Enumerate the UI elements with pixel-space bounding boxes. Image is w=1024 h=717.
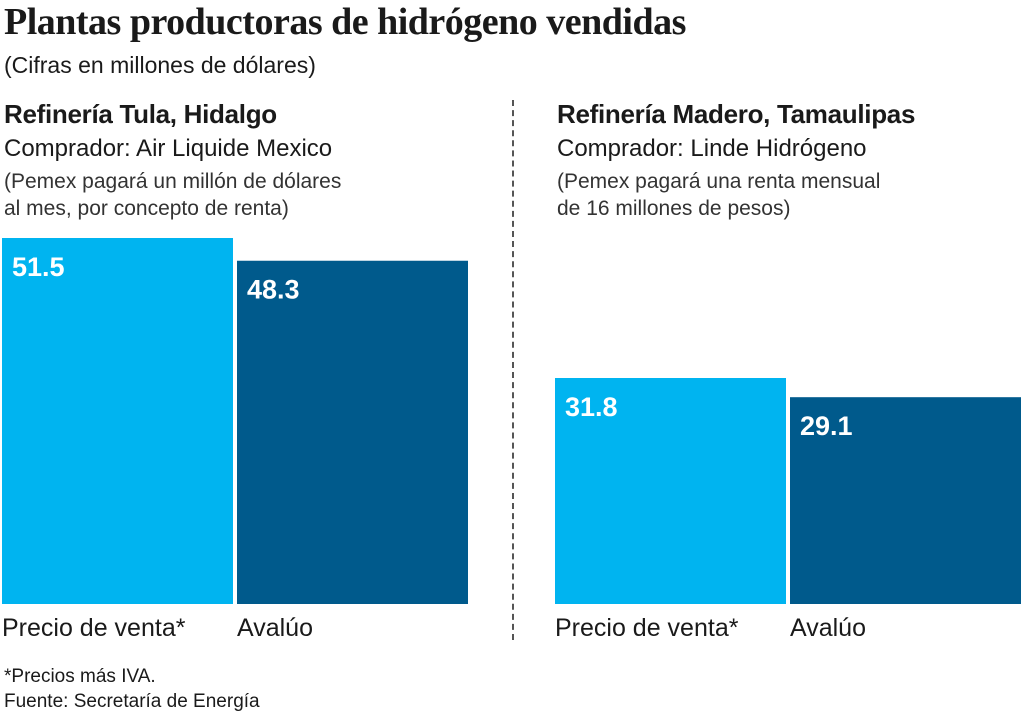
bar-2-2 [790,397,1021,604]
footnote-vat: *Precios más IVA. [4,666,156,687]
category-label-1-2: Avalúo [237,614,313,642]
panel-note-tula-line-1: (Pemex pagará un millón de dólares [4,170,342,193]
panel-note-tula: (Pemex pagará un millón de dólares al me… [4,168,341,222]
category-label-2-2: Avalúo [790,614,866,642]
bar-1-2 [237,260,468,604]
bar-1-1 [2,238,233,604]
footnote: *Precios más IVA. Fuente: Secretaría de … [4,664,260,714]
chart-title: Plantas productoras de hidrógeno vendida… [4,1,686,43]
panel-buyer-tula: Comprador: Air Liquide Mexico [4,135,333,162]
panel-note-madero: (Pemex pagará una renta mensual de 16 mi… [557,168,880,222]
panel-note-tula-line-2: al mes, por concepto de renta) [4,197,289,220]
panel-note-madero-line-2: de 16 millones de pesos) [557,197,791,220]
bar-value-label-2-1: 31.8 [565,392,618,422]
chart-subtitle: (Cifras en millones de dólares) [4,52,316,78]
bar-value-label-1-2: 48.3 [247,275,300,305]
panel-buyer-madero: Comprador: Linde Hidrógeno [557,135,867,162]
category-label-1-1: Precio de venta* [2,614,186,642]
bar-value-label-2-2: 29.1 [800,411,853,441]
panel-note-madero-line-1: (Pemex pagará una renta mensual [557,170,881,193]
panel-title-madero: Refinería Madero, Tamaulipas [557,99,916,129]
category-label-2-1: Precio de venta* [555,614,739,642]
bar-2-1 [555,378,786,604]
panel-divider [512,100,514,640]
footnote-source: Fuente: Secretaría de Energía [4,691,260,712]
bar-value-label-1-1: 51.5 [12,252,65,282]
panel-title-tula: Refinería Tula, Hidalgo [4,99,277,129]
